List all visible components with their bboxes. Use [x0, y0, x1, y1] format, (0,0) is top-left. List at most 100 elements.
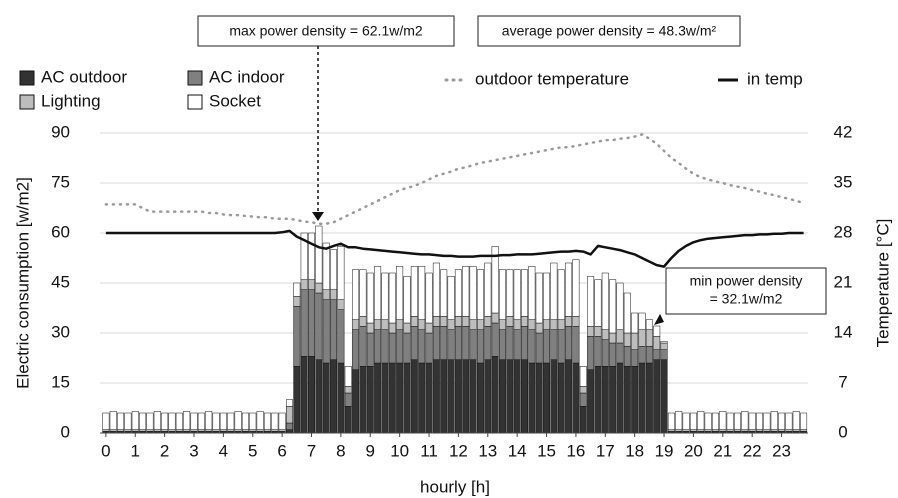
bar-segment	[800, 412, 808, 430]
bar-segment	[337, 246, 345, 300]
bar-segment	[498, 319, 506, 330]
bar-segment	[711, 412, 719, 430]
bar-segment	[616, 362, 624, 434]
bar-segment	[689, 412, 697, 430]
bar-segment	[403, 362, 411, 434]
bar-segment	[667, 412, 675, 430]
bar-segment	[587, 336, 595, 370]
bar-segment	[249, 412, 257, 430]
bar-segment	[315, 282, 323, 294]
bar-segment	[315, 359, 323, 434]
bar-segment	[506, 326, 514, 360]
bar-segment	[631, 366, 639, 434]
bar-segment	[227, 412, 235, 430]
x-tick-label: 10	[390, 441, 409, 460]
bar-segment	[476, 269, 484, 320]
x-tick-label: 3	[189, 441, 198, 460]
bar-segment	[462, 326, 470, 360]
bar-segment	[278, 412, 286, 430]
bar-segment	[462, 359, 470, 434]
bar-segment	[565, 262, 573, 317]
bar-segment	[484, 326, 492, 360]
bar-segment	[521, 326, 528, 360]
y-axis-label: Electric consumption [w/m2]	[13, 177, 32, 389]
bar-segment	[557, 269, 565, 320]
y-tick-label: 30	[51, 322, 70, 341]
bar-segment	[521, 316, 528, 327]
y-tick-label: 90	[51, 122, 70, 141]
bar-segment	[300, 279, 308, 290]
bar-segment	[117, 412, 125, 430]
bar-segment	[293, 282, 301, 297]
bar-segment	[381, 329, 389, 364]
bar-segment	[410, 316, 418, 327]
bar-segment	[286, 399, 293, 407]
bar-segment	[682, 412, 690, 430]
bar-segment	[734, 412, 741, 430]
annotation-box	[665, 267, 827, 315]
bar-segment	[344, 366, 352, 387]
bar-segment	[594, 326, 602, 337]
arrow-head	[654, 314, 664, 325]
bar-segment	[476, 329, 484, 364]
bar-segment	[528, 319, 536, 330]
bar-segment	[300, 232, 308, 280]
bar-segment	[146, 412, 154, 430]
legend-label: in temp	[747, 69, 803, 88]
bar-segment	[528, 266, 536, 320]
x-tick-label: 9	[366, 441, 375, 460]
bar-segment	[374, 362, 382, 434]
bar-segment	[381, 272, 389, 320]
bar-segment	[403, 276, 411, 324]
bar-segment	[293, 366, 301, 434]
bar-segment	[565, 359, 573, 434]
bar-segment	[440, 269, 448, 317]
bar-segment	[535, 272, 543, 324]
bar-segment	[447, 329, 455, 360]
legend-swatch	[187, 70, 203, 86]
bar-segment	[792, 411, 800, 430]
bar-segment	[440, 359, 448, 434]
x-tick-label: 2	[160, 441, 169, 460]
bar-segment	[366, 322, 374, 334]
bar-segment	[352, 369, 360, 434]
bar-segment	[491, 312, 499, 324]
bar-segment	[388, 362, 396, 434]
bar-segment	[484, 359, 492, 434]
bar-segment	[550, 319, 558, 330]
bar-segment	[308, 232, 316, 280]
bar-segment	[462, 266, 470, 317]
bar-segment	[124, 412, 132, 430]
bar-segment	[366, 332, 374, 367]
bar-segment	[168, 412, 176, 430]
bar-segment	[263, 412, 271, 430]
annotation-min: min power density = 32.1w/m2	[654, 267, 827, 325]
legend-label: Lighting	[41, 91, 101, 110]
bar-segment	[396, 319, 404, 330]
bar-segment	[631, 332, 639, 350]
y2-tick-label: 35	[834, 172, 853, 191]
bar-segment	[579, 406, 587, 434]
bar-segment	[726, 412, 734, 430]
line-series	[104, 133, 805, 225]
bar-segment	[469, 329, 477, 360]
x-tick-label: 14	[508, 441, 527, 460]
bar-segment	[418, 329, 426, 364]
annotation-max: max power density = 62.1w/m2	[197, 15, 455, 221]
bar-segment	[153, 411, 161, 430]
bar-segment	[410, 326, 418, 360]
bar-segment	[352, 269, 360, 320]
bar-segment	[308, 279, 316, 290]
bar-segment	[623, 292, 631, 334]
bar-segment	[572, 362, 580, 434]
bar-segment	[388, 272, 396, 324]
x-tick-label: 22	[743, 441, 762, 460]
bar-segment	[447, 276, 455, 320]
bar-segment	[322, 362, 330, 434]
y2-tick-label: 0	[838, 422, 847, 441]
x-tick-label: 12	[449, 441, 468, 460]
bar-segment	[623, 332, 631, 347]
bar-segment	[550, 359, 558, 434]
bar-segment	[645, 346, 653, 364]
bar-segment	[638, 362, 646, 434]
